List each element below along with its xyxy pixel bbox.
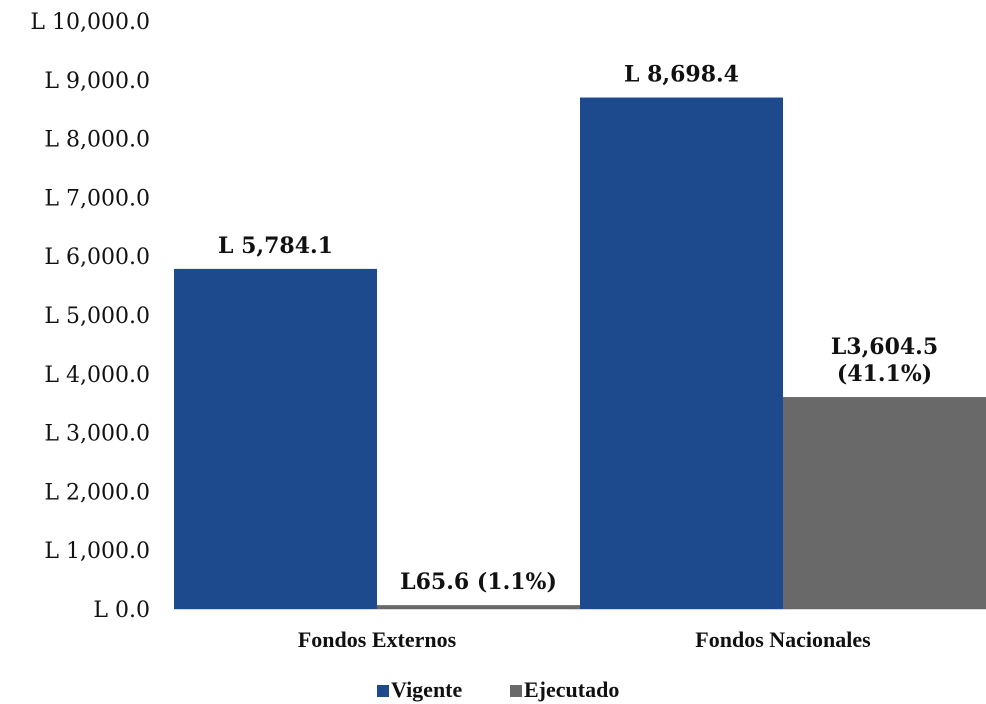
x-category-label: Fondos Externos <box>298 627 457 652</box>
x-category-label: Fondos Nacionales <box>695 627 871 652</box>
legend-label: Vigente <box>391 677 463 702</box>
data-label: (41.1%) <box>837 361 932 387</box>
y-tick-label: L 7,000.0 <box>44 186 150 211</box>
y-axis: L 0.0 L 1,000.0 L 2,000.0 L 3,000.0 L 4,000.… <box>30 10 150 623</box>
data-label: L 8,698.4 <box>624 62 739 88</box>
x-axis-categories: Fondos Externos Fondos Nacionales <box>298 627 871 652</box>
y-tick-label: L 3,000.0 <box>44 422 150 447</box>
bar-vigente <box>174 268 377 609</box>
legend-swatch-vigente <box>377 685 389 697</box>
legend: Vigente Ejecutado <box>377 677 619 702</box>
y-tick-label: L 10,000.0 <box>30 10 150 35</box>
y-tick-label: L 6,000.0 <box>44 245 150 270</box>
bar-ejecutado <box>377 605 580 609</box>
bar-ejecutado <box>783 397 986 609</box>
bar-vigente <box>580 97 783 609</box>
y-tick-label: L 2,000.0 <box>44 480 150 505</box>
y-tick-label: L 5,000.0 <box>44 304 150 329</box>
y-tick-label: L 1,000.0 <box>44 539 150 564</box>
y-tick-label: L 4,000.0 <box>44 363 150 388</box>
y-tick-label: L 8,000.0 <box>44 128 150 153</box>
data-label: L65.6 (1.1%) <box>400 569 557 595</box>
data-label: L 5,784.1 <box>218 233 333 259</box>
y-tick-label: L 9,000.0 <box>44 69 150 94</box>
y-tick-label: L 0.0 <box>93 598 150 623</box>
legend-label: Ejecutado <box>524 677 619 702</box>
bars <box>174 97 986 609</box>
legend-swatch-ejecutado <box>510 685 522 697</box>
data-label: L3,604.5 <box>831 334 938 360</box>
data-labels: L 5,784.1 L 8,698.4 L65.6 (1.1%) L3,604.5(4… <box>218 62 938 596</box>
